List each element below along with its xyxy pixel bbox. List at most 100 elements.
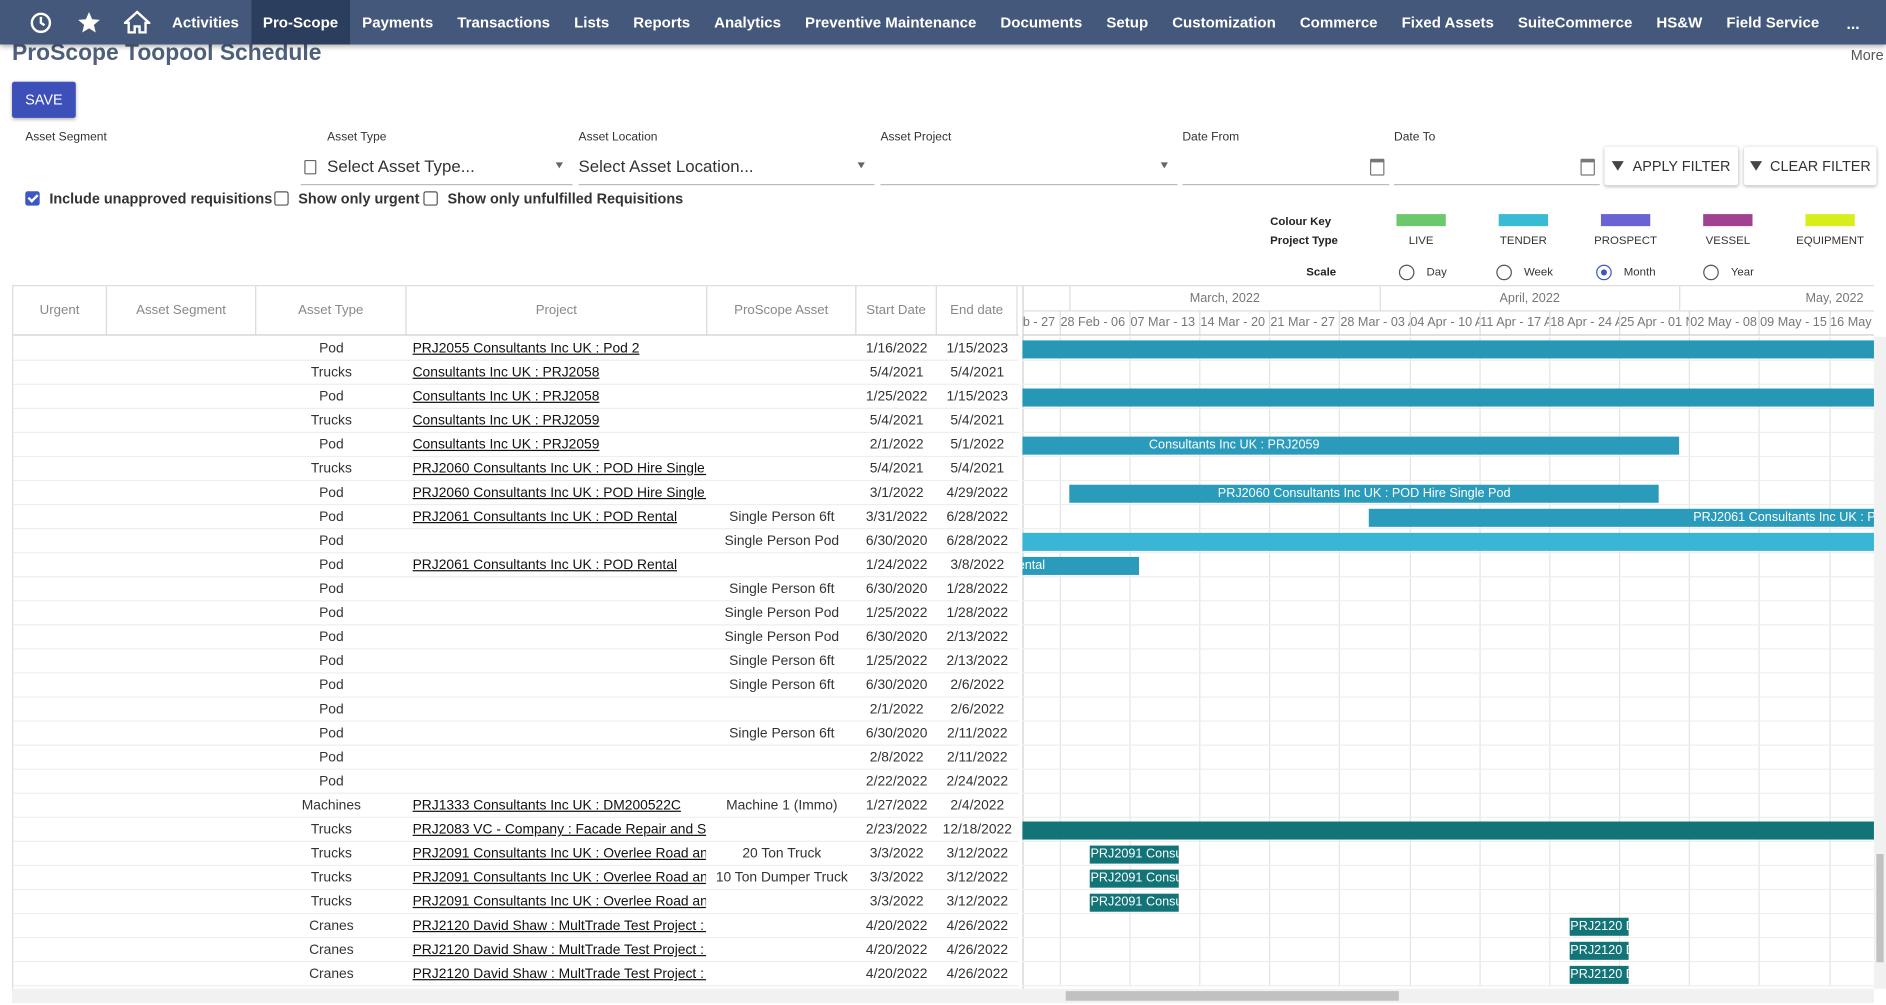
scale-radio[interactable] — [1596, 265, 1612, 281]
gantt-bar[interactable]: PRJ2091 Consultants Inc UK : Overlee Roa… — [1089, 846, 1179, 864]
nav-item[interactable]: Transactions — [445, 0, 562, 45]
asset-cell: Machine 1 (Immo) — [707, 794, 856, 818]
save-button[interactable]: SAVE — [12, 82, 76, 118]
nav-item[interactable]: Fixed Assets — [1390, 0, 1506, 45]
gantt-row-border — [1022, 841, 1874, 842]
project-link[interactable]: PRJ1333 Consultants Inc UK : DM200522C — [413, 794, 706, 818]
scale-option: Day — [1427, 266, 1447, 279]
week-header: 28 Mar - 03 Apr — [1339, 310, 1409, 334]
scale-radio[interactable] — [1703, 265, 1719, 281]
gantt-bar[interactable] — [1022, 533, 1874, 551]
project-link[interactable]: PRJ2091 Consultants Inc UK : Overlee Roa… — [413, 842, 706, 866]
project-link[interactable]: PRJ2091 Consultants Inc UK : Overlee Roa… — [413, 866, 706, 890]
asset-cell: Single Person 6ft — [707, 505, 856, 529]
gantt-bar[interactable]: PRJ2091 Consultants Inc UK : Overlee Roa… — [1089, 870, 1179, 888]
dropdown-arrow[interactable] — [858, 162, 865, 168]
nav-item[interactable]: Payments — [350, 0, 445, 45]
project-link[interactable]: Consultants Inc UK : PRJ2058 — [413, 385, 706, 409]
gantt-bar[interactable]: Consultants Inc UK : PRJ2058 — [1022, 389, 1874, 407]
nav-item[interactable]: Lists — [562, 0, 621, 45]
checkbox[interactable] — [423, 191, 437, 205]
nav-item[interactable]: Reports — [621, 0, 702, 45]
gantt-bar[interactable]: Consultants Inc UK : PRJ2059 — [1022, 437, 1679, 455]
filter-button[interactable]: CLEAR FILTER — [1744, 147, 1876, 185]
filter-underline — [301, 184, 573, 185]
gantt-bar[interactable]: PRJ2083 VC - Company : Facade Repair and… — [1022, 822, 1874, 840]
vertical-scrollbar[interactable] — [1874, 337, 1886, 989]
project-link[interactable]: Consultants Inc UK : PRJ2059 — [413, 409, 706, 433]
scale-radio[interactable] — [1496, 265, 1512, 281]
horizontal-scrollbar[interactable] — [12, 989, 1874, 1003]
start-date-cell: 4/20/2022 — [856, 962, 937, 986]
checkbox[interactable] — [274, 191, 288, 205]
gantt-bar[interactable]: PRJ2055 Consultants Inc UK : Pod 2 — [1022, 340, 1874, 358]
nav-item[interactable]: Preventive Maintenance — [793, 0, 988, 45]
gantt-bar[interactable]: PRJ2060 Consultants Inc UK : POD Hire Si… — [1069, 485, 1659, 503]
dropdown-arrow[interactable] — [1161, 162, 1168, 168]
nav-item[interactable]: SuiteCommerce — [1506, 0, 1645, 45]
project-link[interactable]: PRJ2083 VC - Company : Facade Repair and… — [413, 818, 706, 842]
nav-item[interactable]: Setup — [1094, 0, 1160, 45]
column-border — [855, 286, 856, 334]
asset-type-cell: Pod — [256, 722, 406, 746]
nav-item[interactable]: Documents — [988, 0, 1094, 45]
scroll-thumb[interactable] — [1066, 991, 1399, 1001]
gantt-bar[interactable]: PRJ2091 Consultants Inc UK : Overlee Roa… — [1089, 894, 1179, 912]
checkbox[interactable] — [25, 191, 39, 205]
project-link[interactable]: PRJ2120 David Shaw : MultTrade Test Proj… — [413, 962, 706, 986]
project-link[interactable]: PRJ2060 Consultants Inc UK : POD Hire Si… — [413, 481, 706, 505]
nav-item[interactable]: Commerce — [1288, 0, 1390, 45]
filter-input[interactable]: Select Asset Type... — [327, 156, 475, 175]
nav-item[interactable]: HS&W — [1644, 0, 1714, 45]
calendar-icon[interactable] — [1580, 159, 1594, 176]
start-date-cell: 6/30/2020 — [856, 722, 937, 746]
gantt-bar[interactable]: PRJ2061 Consultants Inc UK : POD Rental — [1369, 509, 1874, 527]
scroll-thumb[interactable] — [1876, 854, 1883, 962]
nav-item[interactable]: Activities — [160, 0, 251, 45]
month-header: March, 2022 — [1069, 286, 1379, 310]
calendar-icon[interactable] — [1370, 159, 1384, 176]
column-header: End date — [937, 286, 1018, 334]
project-link[interactable]: Consultants Inc UK : PRJ2059 — [413, 433, 706, 457]
more-link[interactable]: More — [1851, 47, 1884, 64]
gantt-bar[interactable]: PRJ2120 David Shaw : MultTrade Test Proj… — [1569, 966, 1629, 984]
dropdown-arrow[interactable] — [556, 162, 563, 168]
gantt-bar[interactable]: PRJ2061 Consultants Inc UK : POD Rental — [1022, 557, 1139, 575]
nav-item[interactable]: Analytics — [702, 0, 793, 45]
favorites-icon[interactable] — [77, 11, 101, 35]
checkbox-label: Show only unfulfilled Requisitions — [447, 190, 683, 207]
project-link[interactable]: PRJ2061 Consultants Inc UK : POD Rental — [413, 505, 706, 529]
gantt-row-border — [1022, 961, 1874, 962]
nav-item[interactable]: Customization — [1160, 0, 1288, 45]
project-link[interactable]: PRJ2120 David Shaw : MultTrade Test Proj… — [413, 938, 706, 962]
home-icon[interactable] — [124, 10, 150, 34]
column-border — [255, 286, 256, 334]
colour-swatch — [1703, 214, 1752, 226]
filter-underline — [579, 184, 875, 185]
header-border — [13, 334, 1019, 335]
gantt-chart: March, 2022April, 2022May, 202221 Feb - … — [1022, 286, 1874, 988]
filter-input[interactable]: Select Asset Location... — [579, 156, 754, 175]
project-link[interactable]: PRJ2120 David Shaw : MultTrade Test Proj… — [413, 914, 706, 938]
project-link[interactable]: Consultants Inc UK : PRJ2058 — [413, 361, 706, 385]
project-link[interactable]: PRJ2091 Consultants Inc UK : Overlee Roa… — [413, 890, 706, 914]
recent-icon[interactable] — [29, 11, 53, 35]
scale-option: Year — [1731, 266, 1754, 279]
start-date-cell: 2/8/2022 — [856, 746, 937, 770]
project-link[interactable]: PRJ2055 Consultants Inc UK : Pod 2 — [413, 337, 706, 361]
filter-button[interactable]: APPLY FILTER — [1605, 147, 1739, 185]
colour-label: EQUIPMENT — [1781, 235, 1878, 248]
project-link[interactable]: PRJ2061 Consultants Inc UK : POD Rental — [413, 553, 706, 577]
scale-radio[interactable] — [1399, 265, 1415, 281]
nav-item[interactable]: Field Service — [1714, 0, 1831, 45]
nav-overflow[interactable]: ... — [1847, 0, 1860, 48]
gantt-row-border — [1022, 624, 1874, 625]
end-date-cell: 4/26/2022 — [937, 962, 1018, 986]
gantt-bar[interactable]: PRJ2120 David Shaw : MultTrade Test Proj… — [1569, 918, 1629, 936]
list-icon — [304, 160, 316, 174]
nav-item[interactable]: Pro-Scope — [251, 0, 350, 45]
gantt-bar[interactable]: PRJ2120 David Shaw : MultTrade Test Proj… — [1569, 942, 1629, 960]
project-link[interactable]: PRJ2060 Consultants Inc UK : POD Hire Si… — [413, 457, 706, 481]
filter-label: Asset Location — [579, 131, 658, 144]
